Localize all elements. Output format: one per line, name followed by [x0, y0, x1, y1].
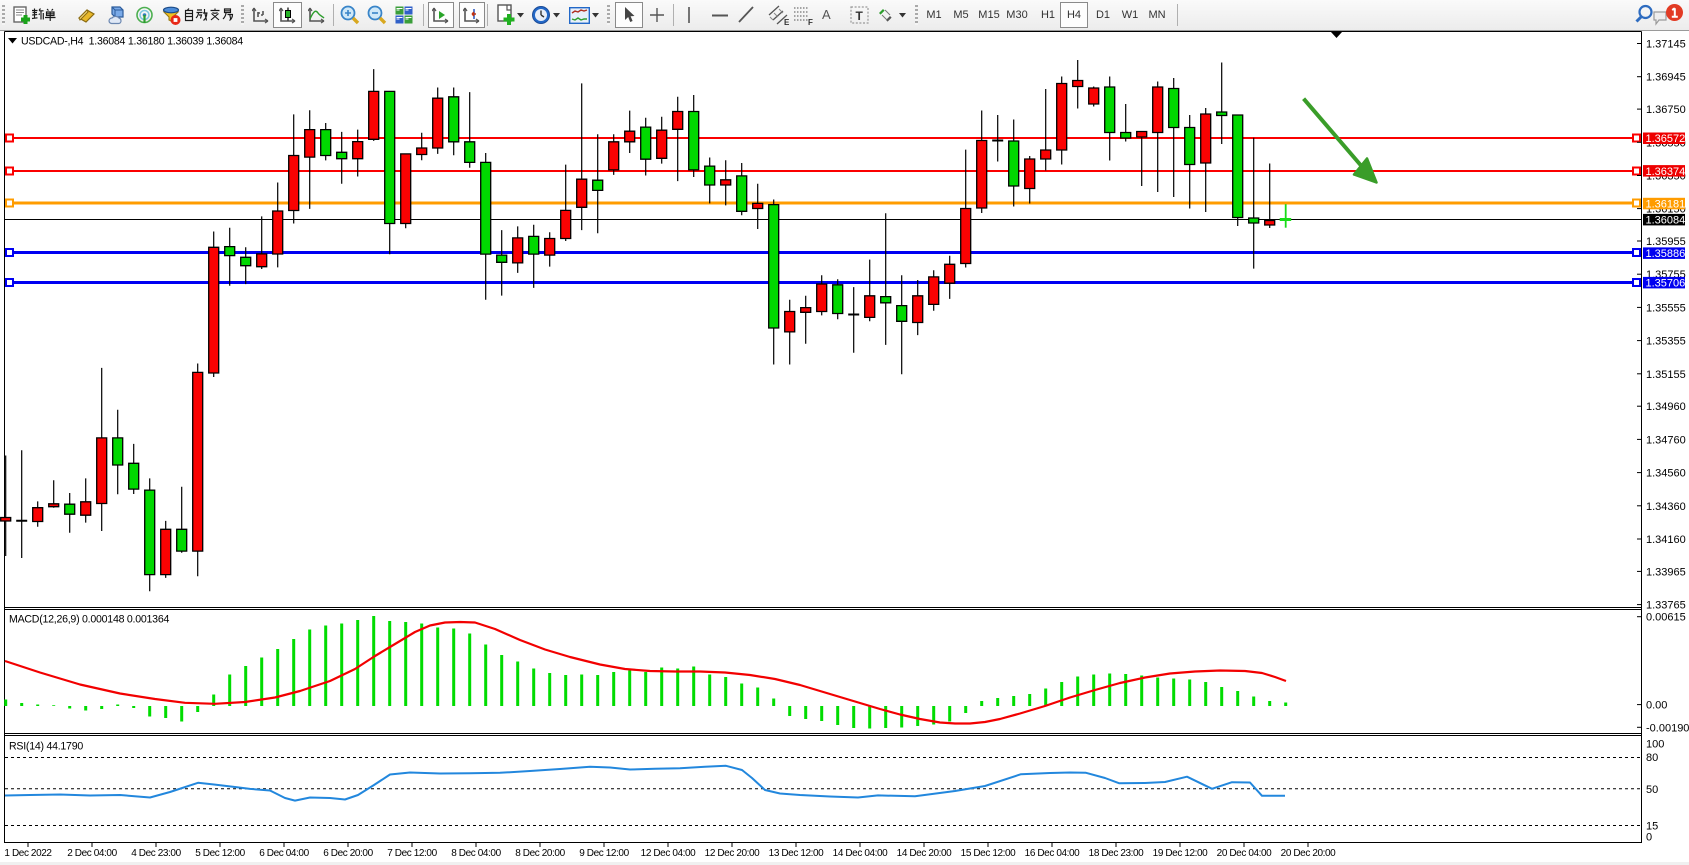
svg-text:1.35886: 1.35886 [1646, 248, 1686, 260]
svg-text:50: 50 [1646, 784, 1658, 796]
svg-text:1.36084: 1.36084 [1646, 215, 1686, 227]
svg-text:1.35355: 1.35355 [1646, 336, 1686, 348]
svg-text:1.36572: 1.36572 [1646, 133, 1686, 145]
svg-text:20 Dec 04:00: 20 Dec 04:00 [1217, 848, 1273, 859]
svg-text:E: E [784, 18, 790, 26]
svg-text:T: T [856, 9, 864, 23]
svg-text:8 Dec 04:00: 8 Dec 04:00 [451, 848, 501, 859]
svg-text:1.36945: 1.36945 [1646, 72, 1686, 84]
svg-text:13 Dec 12:00: 13 Dec 12:00 [769, 848, 825, 859]
svg-text:8 Dec 20:00: 8 Dec 20:00 [515, 848, 565, 859]
svg-text:1.33965: 1.33965 [1646, 566, 1686, 578]
svg-text:2 Dec 04:00: 2 Dec 04:00 [67, 848, 117, 859]
svg-text:4 Dec 23:00: 4 Dec 23:00 [131, 848, 181, 859]
svg-text:20 Dec 20:00: 20 Dec 20:00 [1281, 848, 1337, 859]
svg-text:-0.001906: -0.001906 [1646, 722, 1689, 734]
svg-text:RSI(14) 44.1790: RSI(14) 44.1790 [9, 741, 83, 753]
svg-text:80: 80 [1646, 752, 1658, 764]
svg-text:0: 0 [1646, 832, 1652, 844]
svg-text:1.35955: 1.35955 [1646, 236, 1686, 248]
svg-text:1.34360: 1.34360 [1646, 501, 1686, 513]
svg-text:1.37145: 1.37145 [1646, 39, 1686, 51]
svg-text:1 Dec 2022: 1 Dec 2022 [4, 848, 52, 859]
svg-text:6 Dec 04:00: 6 Dec 04:00 [259, 848, 309, 859]
svg-text:1.36750: 1.36750 [1646, 104, 1686, 116]
svg-text:7 Dec 12:00: 7 Dec 12:00 [387, 848, 437, 859]
svg-text:18 Dec 23:00: 18 Dec 23:00 [1089, 848, 1145, 859]
svg-text:9 Dec 12:00: 9 Dec 12:00 [579, 848, 629, 859]
svg-text:19 Dec 12:00: 19 Dec 12:00 [1153, 848, 1209, 859]
svg-text:0.00615: 0.00615 [1646, 612, 1686, 624]
svg-text:1.35155: 1.35155 [1646, 369, 1686, 381]
svg-text:USDCAD-,H4 1.36084 1.36180 1.: USDCAD-,H4 1.36084 1.36180 1.36039 1.360… [21, 36, 243, 48]
svg-text:1.33765: 1.33765 [1646, 600, 1686, 612]
svg-text:6 Dec 20:00: 6 Dec 20:00 [323, 848, 373, 859]
svg-text:1.36181: 1.36181 [1646, 199, 1686, 211]
svg-text:1.34560: 1.34560 [1646, 468, 1686, 480]
svg-text:1.36374: 1.36374 [1646, 166, 1686, 178]
svg-text:14 Dec 04:00: 14 Dec 04:00 [833, 848, 889, 859]
svg-text:16 Dec 04:00: 16 Dec 04:00 [1025, 848, 1081, 859]
svg-text:1.34960: 1.34960 [1646, 401, 1686, 413]
svg-text:1.35706: 1.35706 [1646, 278, 1686, 290]
svg-text:15: 15 [1646, 821, 1658, 833]
svg-text:1.35555: 1.35555 [1646, 302, 1686, 314]
svg-text:1.34160: 1.34160 [1646, 534, 1686, 546]
svg-text:1.34760: 1.34760 [1646, 434, 1686, 446]
svg-text:15 Dec 12:00: 15 Dec 12:00 [961, 848, 1017, 859]
svg-text:14 Dec 20:00: 14 Dec 20:00 [897, 848, 953, 859]
svg-text:5 Dec 12:00: 5 Dec 12:00 [195, 848, 245, 859]
svg-text:100: 100 [1646, 738, 1664, 750]
svg-text:MACD(12,26,9) 0.000148 0.00136: MACD(12,26,9) 0.000148 0.001364 [9, 614, 169, 626]
svg-text:12 Dec 20:00: 12 Dec 20:00 [705, 848, 761, 859]
svg-text:F: F [808, 18, 813, 26]
svg-text:0.00: 0.00 [1646, 700, 1667, 712]
svg-text:12 Dec 04:00: 12 Dec 04:00 [641, 848, 697, 859]
